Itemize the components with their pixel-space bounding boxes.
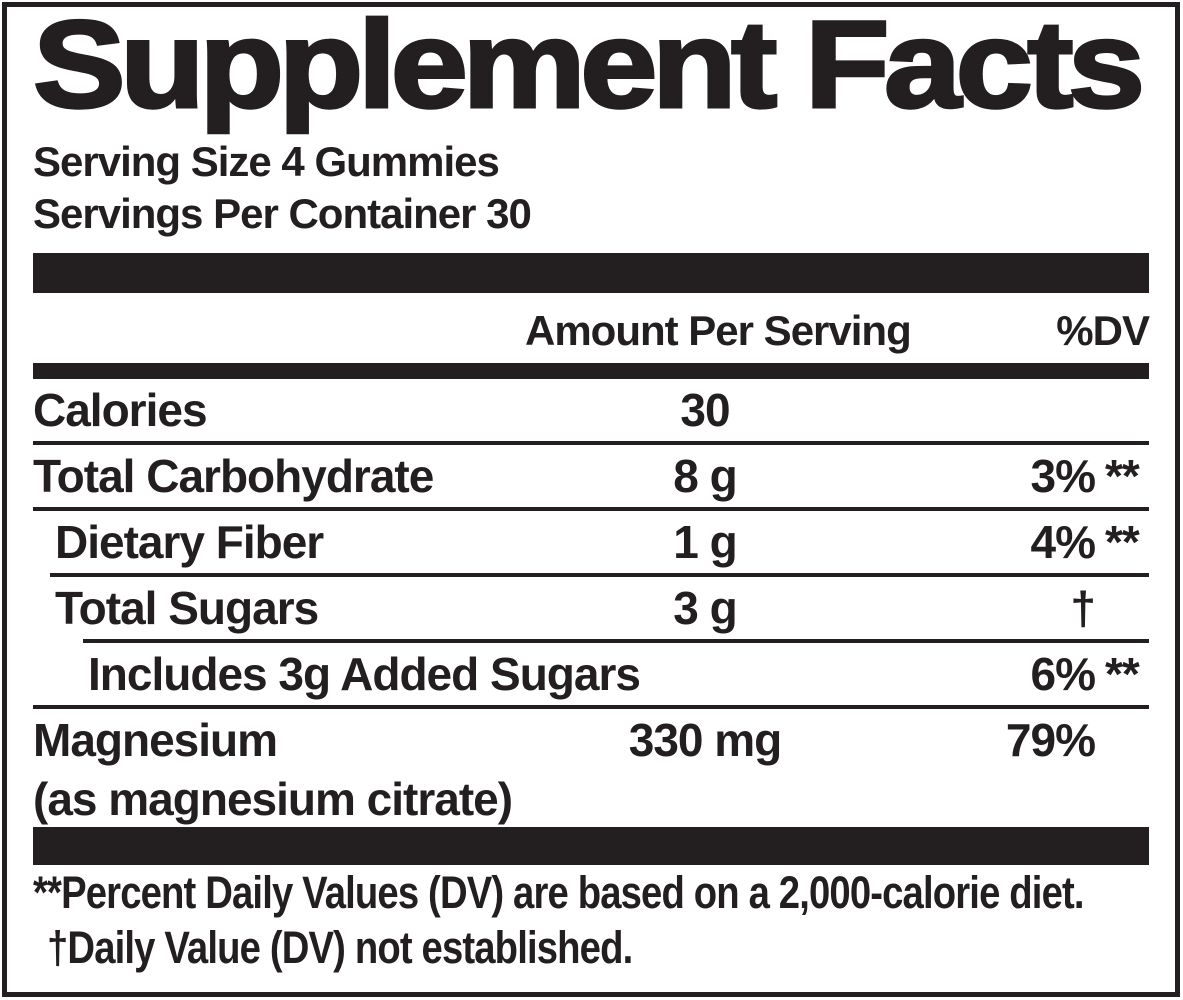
nutrient-row-added-sugars: Includes 3g Added Sugars 6% **: [33, 643, 1149, 705]
nutrient-dv: 6% **: [1030, 648, 1140, 700]
amount-per-serving-header: Amount Per Serving: [525, 307, 912, 354]
dagger-symbol: †: [1070, 582, 1096, 634]
nutrient-row-total-sugars: Total Sugars 3 g †: [33, 577, 1149, 639]
serving-size: Serving Size 4 Gummies: [33, 138, 500, 185]
nutrient-dv: 4% **: [1030, 516, 1140, 568]
nutrient-row-magnesium: Magnesium 330 mg 79% (as magnesium citra…: [33, 709, 1149, 827]
nutrient-amount: 3 g: [673, 582, 737, 634]
nutrient-dv: †: [899, 577, 1149, 639]
divider-hairline: [33, 441, 1149, 445]
nutrient-amount: 30: [680, 384, 730, 436]
nutrient-name: Total Sugars: [55, 582, 319, 634]
divider-thick-bottom: [33, 827, 1149, 865]
nutrient-name: Total Carbohydrate: [33, 450, 434, 502]
divider-hairline-indented: [50, 573, 1149, 577]
nutrient-name: Dietary Fiber: [55, 516, 324, 568]
divider-hairline: [33, 705, 1149, 709]
servings-per-container: Servings Per Container 30: [33, 190, 532, 237]
divider-hairline: [33, 507, 1149, 511]
nutrient-amount: 330 mg: [628, 714, 783, 766]
divider-hairline-indented: [83, 639, 1149, 643]
nutrient-amount: 8 g: [673, 450, 737, 502]
nutrient-source-note: (as magnesium citrate): [33, 773, 513, 825]
nutrient-name: Calories: [33, 384, 208, 436]
nutrient-dv: 79%: [1005, 714, 1096, 766]
nutrient-amount: 1 g: [673, 516, 737, 568]
nutrient-dv: 3% **: [1030, 450, 1140, 502]
footnote-dv-not-established: †Daily Value (DV) not established.: [47, 922, 633, 973]
nutrient-row-calories: Calories 30: [33, 379, 1149, 441]
percent-dv-header: %DV: [1056, 307, 1150, 354]
footnote-daily-values: **Percent Daily Values (DV) are based on…: [33, 867, 1085, 918]
column-header-row: Amount Per Serving %DV: [33, 293, 1150, 363]
nutrient-name: Includes 3g Added Sugars: [88, 648, 641, 700]
nutrient-name: Magnesium: [33, 714, 278, 766]
label-title: Supplement Facts: [31, 0, 1147, 134]
nutrient-row-total-carbohydrate: Total Carbohydrate 8 g 3% **: [33, 445, 1149, 507]
divider-medium: [33, 363, 1149, 379]
divider-thick-top: [33, 253, 1149, 293]
nutrient-row-dietary-fiber: Dietary Fiber 1 g 4% **: [33, 511, 1149, 573]
